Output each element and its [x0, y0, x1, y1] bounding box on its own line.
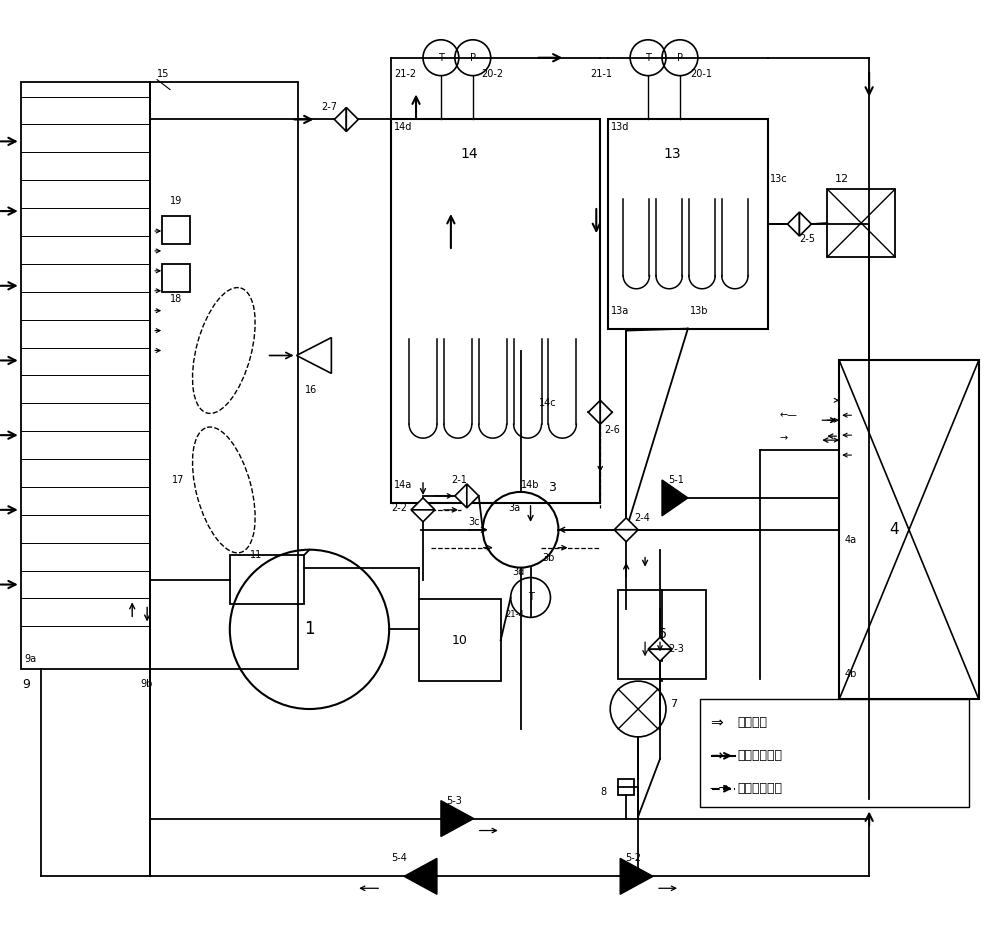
Text: 13c: 13c — [770, 174, 787, 184]
Bar — [700, 699, 969, 807]
Polygon shape — [614, 517, 638, 530]
Text: ⇒: ⇒ — [710, 715, 723, 730]
Polygon shape — [411, 510, 435, 522]
Text: 3a: 3a — [509, 503, 521, 513]
Text: 13b: 13b — [690, 306, 708, 316]
Text: 空气流向: 空气流向 — [738, 716, 768, 729]
Text: →: → — [780, 433, 788, 443]
Text: 3c: 3c — [469, 517, 480, 527]
Text: 2-6: 2-6 — [604, 425, 620, 435]
Bar — [391, 119, 600, 503]
Bar — [230, 554, 304, 604]
Text: 4b: 4b — [844, 669, 857, 679]
Polygon shape — [411, 498, 435, 510]
Bar — [618, 589, 706, 679]
Text: 18: 18 — [170, 293, 182, 304]
Text: 夏季制冷流向: 夏季制冷流向 — [738, 749, 783, 762]
Text: 13: 13 — [663, 148, 681, 162]
Text: 2-4: 2-4 — [634, 513, 650, 523]
Bar — [162, 264, 190, 291]
Polygon shape — [467, 484, 479, 508]
Text: P: P — [677, 53, 683, 62]
Text: 3d: 3d — [513, 567, 525, 577]
Polygon shape — [799, 212, 811, 236]
Text: 19: 19 — [170, 196, 182, 206]
Text: 9b: 9b — [140, 679, 153, 689]
Text: 3: 3 — [548, 482, 556, 495]
Text: 4a: 4a — [844, 534, 856, 545]
Text: 3b: 3b — [543, 552, 555, 563]
Text: 21-4: 21-4 — [506, 610, 524, 619]
Polygon shape — [346, 108, 358, 131]
Bar — [618, 779, 634, 795]
Text: 21-2: 21-2 — [394, 69, 416, 79]
Text: 冬季制热流向: 冬季制热流向 — [738, 782, 783, 796]
Polygon shape — [614, 530, 638, 542]
Text: 14a: 14a — [394, 480, 412, 490]
Text: 12: 12 — [835, 174, 849, 184]
Polygon shape — [648, 638, 672, 649]
Text: 15: 15 — [157, 69, 169, 79]
Text: 20-1: 20-1 — [690, 69, 712, 79]
Polygon shape — [600, 400, 612, 424]
Text: - →: - → — [710, 782, 729, 796]
Polygon shape — [662, 480, 688, 516]
Bar — [150, 81, 298, 669]
Polygon shape — [620, 858, 653, 894]
Text: 8: 8 — [600, 787, 606, 797]
Text: 5-1: 5-1 — [668, 475, 684, 485]
Text: 21-1: 21-1 — [590, 69, 612, 79]
Bar — [827, 189, 895, 257]
Text: 6: 6 — [658, 627, 666, 641]
Text: 2-3: 2-3 — [668, 644, 684, 655]
Bar — [21, 81, 150, 669]
Text: 2-7: 2-7 — [321, 101, 337, 112]
Bar — [839, 360, 979, 699]
Text: 14c: 14c — [539, 398, 556, 409]
Polygon shape — [441, 800, 474, 836]
Text: 2-2: 2-2 — [391, 503, 407, 513]
Text: 14d: 14d — [394, 122, 412, 132]
Text: 20-2: 20-2 — [481, 69, 503, 79]
Polygon shape — [588, 400, 600, 424]
Bar — [419, 600, 501, 681]
Text: 17: 17 — [172, 475, 184, 485]
Polygon shape — [648, 649, 672, 661]
Text: T: T — [528, 592, 533, 603]
Text: 5-2: 5-2 — [625, 853, 641, 864]
Text: 13a: 13a — [611, 306, 629, 316]
Text: 14b: 14b — [521, 480, 539, 490]
Polygon shape — [787, 212, 799, 236]
Text: P: P — [470, 53, 476, 62]
Text: 7: 7 — [670, 699, 677, 710]
Text: 1: 1 — [304, 621, 315, 639]
Polygon shape — [334, 108, 346, 131]
Bar — [162, 216, 190, 244]
Polygon shape — [404, 858, 437, 894]
Text: 14: 14 — [461, 148, 478, 162]
Text: 11: 11 — [250, 550, 262, 560]
Bar — [608, 119, 768, 328]
Text: 4: 4 — [889, 522, 899, 537]
Text: ←—: ←— — [780, 411, 797, 420]
Text: 5-4: 5-4 — [391, 853, 407, 864]
Text: 2-1: 2-1 — [451, 475, 467, 485]
Text: 9a: 9a — [25, 655, 37, 664]
Text: 13d: 13d — [611, 122, 630, 132]
Text: 16: 16 — [304, 385, 317, 395]
Text: 2-5: 2-5 — [799, 234, 815, 244]
Text: 9: 9 — [23, 677, 31, 691]
Polygon shape — [455, 484, 467, 508]
Text: T: T — [438, 53, 444, 62]
Polygon shape — [297, 338, 331, 374]
Text: →: → — [710, 748, 723, 763]
Text: T: T — [645, 53, 651, 62]
Text: 10: 10 — [452, 634, 468, 647]
Text: 5-3: 5-3 — [446, 796, 462, 806]
